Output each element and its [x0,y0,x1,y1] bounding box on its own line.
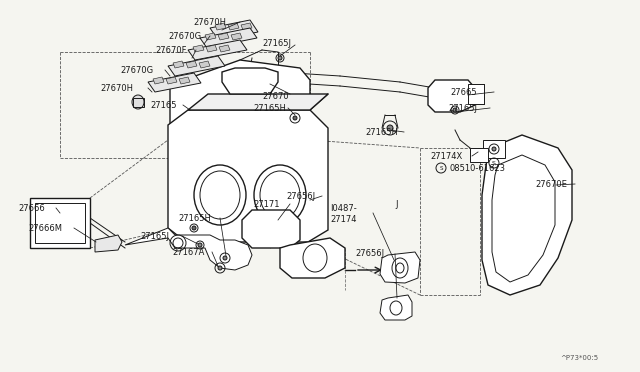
Polygon shape [170,60,310,148]
Text: S: S [439,166,443,170]
Bar [133,98,144,107]
Polygon shape [231,33,242,40]
Text: 27165H: 27165H [253,103,286,112]
Polygon shape [242,210,300,248]
Polygon shape [200,28,257,48]
Polygon shape [380,252,420,283]
Ellipse shape [278,56,282,60]
Polygon shape [153,77,164,84]
Polygon shape [188,94,328,110]
Polygon shape [241,23,252,30]
Polygon shape [428,80,475,112]
Text: 27670H: 27670H [100,83,133,93]
Polygon shape [166,77,177,84]
Text: 27670F: 27670F [155,45,186,55]
Polygon shape [125,228,252,270]
Polygon shape [206,45,217,52]
Polygon shape [228,23,239,30]
Polygon shape [482,135,572,295]
Text: S: S [492,160,496,166]
Text: 27171: 27171 [253,199,280,208]
Ellipse shape [192,226,196,230]
Text: 27165H: 27165H [178,214,211,222]
Text: 27670G: 27670G [120,65,153,74]
Text: ^P73*00:5: ^P73*00:5 [560,355,598,361]
Polygon shape [199,61,210,68]
Text: 27666M: 27666M [28,224,62,232]
Ellipse shape [132,95,144,109]
Text: J: J [395,199,397,208]
Ellipse shape [198,243,202,247]
Polygon shape [215,23,226,30]
Text: 27165H: 27165H [365,128,398,137]
Text: 27165: 27165 [150,100,177,109]
Text: 27666: 27666 [18,203,45,212]
Polygon shape [173,61,184,68]
Text: 27670E: 27670E [535,180,567,189]
Ellipse shape [223,256,227,260]
Polygon shape [380,295,412,320]
Polygon shape [280,238,345,278]
Text: 08510-61623: 08510-61623 [449,164,505,173]
Polygon shape [186,61,197,68]
Polygon shape [179,77,190,84]
Polygon shape [219,45,230,52]
Polygon shape [188,40,247,60]
Bar [470,148,488,162]
Bar [468,84,484,104]
Text: 27656J: 27656J [286,192,315,201]
Bar [35,203,85,243]
Text: 27665: 27665 [450,87,477,96]
Bar [483,140,505,158]
Polygon shape [222,68,278,94]
Ellipse shape [218,266,222,270]
Polygon shape [218,33,229,40]
Ellipse shape [387,125,393,131]
Ellipse shape [293,116,297,120]
Text: 27174X: 27174X [430,151,462,160]
Text: 27670H: 27670H [193,17,226,26]
Polygon shape [168,110,328,242]
Text: 27174: 27174 [330,215,356,224]
Polygon shape [168,56,225,76]
Text: 27165J: 27165J [140,231,169,241]
Ellipse shape [492,147,496,151]
Text: 27670G: 27670G [168,32,201,41]
Bar [30,198,90,248]
Text: 27656J: 27656J [355,250,384,259]
Text: 27165J: 27165J [448,103,477,112]
Text: 27167A: 27167A [172,247,204,257]
Ellipse shape [453,108,457,112]
Polygon shape [148,73,201,92]
Polygon shape [95,235,122,252]
Text: 27165J: 27165J [262,38,291,48]
Text: I0487-: I0487- [330,203,356,212]
Polygon shape [205,33,216,40]
Polygon shape [193,45,204,52]
Text: 27670: 27670 [262,92,289,100]
Polygon shape [210,20,258,40]
